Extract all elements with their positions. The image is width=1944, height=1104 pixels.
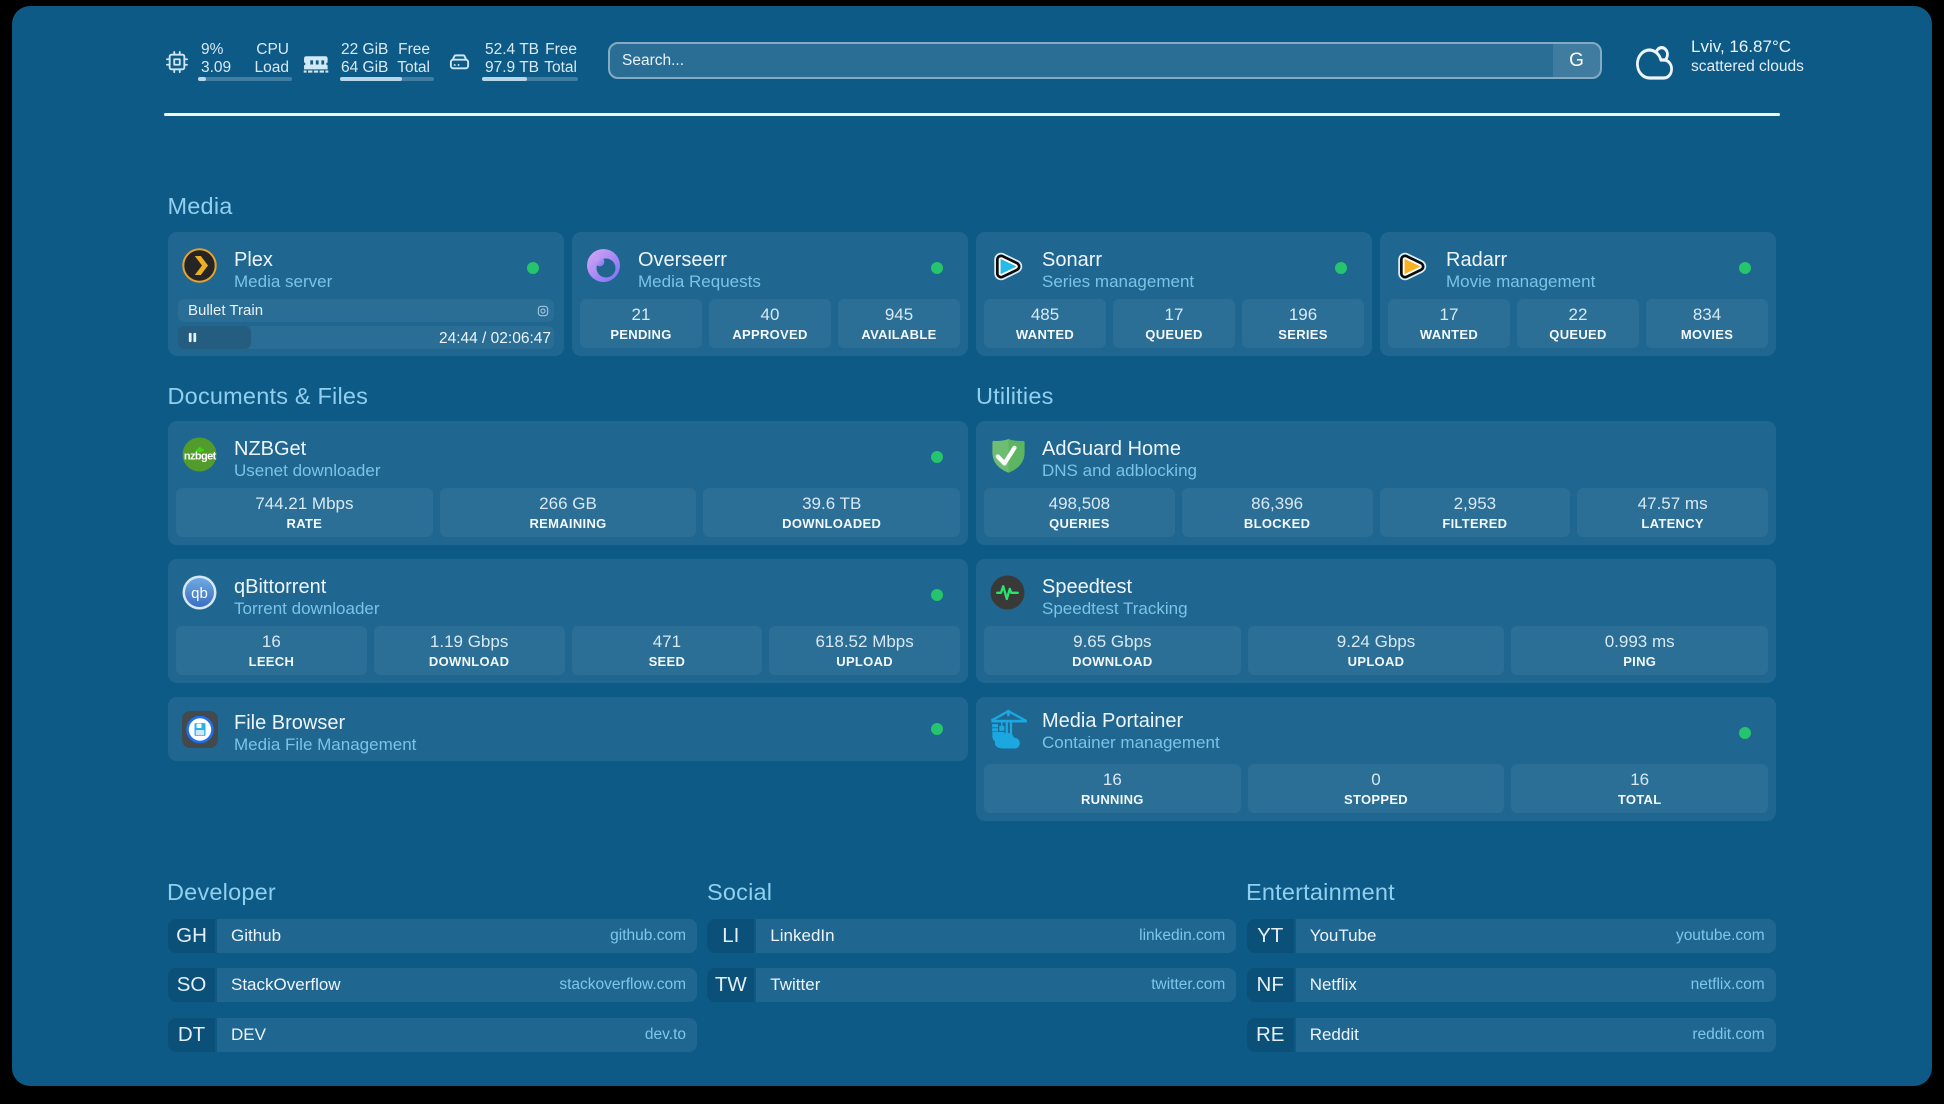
svg-text:qb: qb bbox=[191, 585, 208, 602]
svg-text:nzbget: nzbget bbox=[184, 451, 217, 463]
